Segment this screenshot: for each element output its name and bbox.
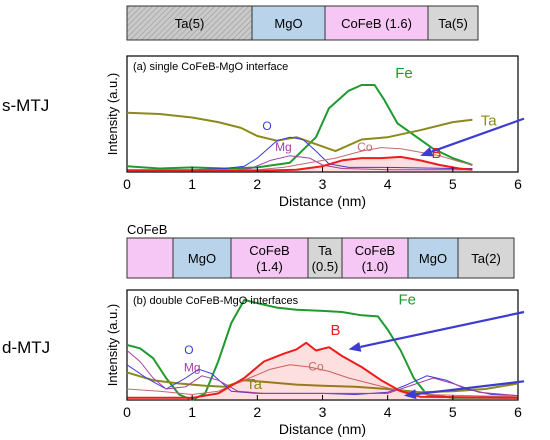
series-label-mg: Mg bbox=[275, 140, 292, 154]
stack-layer bbox=[172, 237, 232, 279]
x-tick-label: 5 bbox=[449, 404, 457, 420]
stack-layer-label: Ta bbox=[318, 243, 333, 258]
x-tick-label: 0 bbox=[123, 176, 131, 192]
x-tick-label: 1 bbox=[188, 404, 196, 420]
annotation-arrowhead bbox=[348, 342, 362, 352]
x-tick-label: 1 bbox=[188, 176, 196, 192]
series-label-b: B bbox=[331, 322, 341, 339]
x-tick-label: 2 bbox=[253, 404, 261, 420]
series-label-mg: Mg bbox=[184, 360, 201, 374]
series-line-mg bbox=[126, 350, 519, 397]
stack-layer-label: (1.0) bbox=[362, 259, 389, 274]
row-label-s-mtj: s-MTJ bbox=[2, 96, 50, 115]
stack-layer-label: MgO bbox=[274, 16, 302, 31]
stack-layer bbox=[324, 5, 429, 41]
series-label-o: O bbox=[262, 119, 271, 133]
series-line-b bbox=[127, 155, 473, 172]
annotation-arrow bbox=[415, 380, 525, 396]
x-tick-label: 5 bbox=[449, 176, 457, 192]
y-axis-label: Intensity (a.u.) bbox=[105, 73, 120, 155]
stack-layer-label: CoFeB bbox=[355, 243, 395, 258]
panel-title: (b) double CoFeB-MgO interfaces bbox=[133, 295, 299, 307]
series-label-fe: Fe bbox=[395, 65, 413, 82]
series-line-co bbox=[127, 147, 473, 171]
x-tick-label: 4 bbox=[384, 404, 392, 420]
series-line-ta bbox=[126, 111, 473, 153]
series-label-fe: Fe bbox=[398, 291, 416, 308]
stack-layer-label: (1.4) bbox=[256, 259, 283, 274]
annotation-arrowhead bbox=[420, 147, 434, 157]
series-line-o bbox=[127, 136, 473, 171]
x-tick-label: 4 bbox=[384, 176, 392, 192]
stack-layer-label: Ta(5) bbox=[175, 16, 205, 31]
stack-layer-label: CoFeB (1.6) bbox=[341, 16, 412, 31]
stack-layer-label: MgO bbox=[419, 251, 447, 266]
x-tick-label: 3 bbox=[319, 404, 327, 420]
annotation-arrow bbox=[360, 310, 525, 348]
stack-layer bbox=[230, 237, 309, 279]
series-label-ta: Ta bbox=[481, 113, 498, 130]
stack-layer bbox=[457, 237, 515, 279]
stack-caption: CoFeB bbox=[127, 222, 167, 237]
series-label-b: B bbox=[432, 145, 442, 162]
stack-layer-label: Ta(2) bbox=[471, 251, 501, 266]
chart-a: 0 1 2 3 4 5 6 Distance (nm) Intensity (a.u.) (a) … bbox=[105, 55, 525, 209]
series-b-area bbox=[127, 342, 518, 400]
y-axis-label: Intensity (a.u.) bbox=[105, 304, 120, 386]
panel-title: (a) single CoFeB-MgO interface bbox=[133, 61, 288, 73]
x-tick-label: 2 bbox=[253, 176, 261, 192]
plot-area bbox=[126, 55, 519, 173]
chart-b: 0 1 2 3 4 5 6 Distance (nm) Intensity (a.u.) (b) … bbox=[105, 289, 525, 437]
stack-layer-label: (0.5) bbox=[312, 259, 339, 274]
annotation-arrow bbox=[431, 117, 525, 153]
series-label-co: Co bbox=[308, 359, 324, 373]
stack-layer bbox=[407, 237, 459, 279]
series-label-ta: Ta bbox=[246, 376, 263, 393]
row-label-d-mtj: d-MTJ bbox=[2, 338, 51, 357]
x-axis-label: Distance (nm) bbox=[279, 193, 366, 209]
stack-layer bbox=[251, 5, 326, 41]
x-tick-label: 0 bbox=[123, 404, 131, 420]
stack-layer-label: MgO bbox=[188, 251, 216, 266]
stack-layer-label: CoFeB bbox=[249, 243, 289, 258]
x-tick-label: 3 bbox=[319, 176, 327, 192]
annotation-arrowhead bbox=[403, 389, 417, 400]
series-line-fe bbox=[126, 84, 473, 170]
x-axis-label: Distance (nm) bbox=[279, 421, 366, 437]
series-label-co: Co bbox=[357, 140, 373, 154]
series-line-b bbox=[127, 341, 519, 399]
series-label-o: O bbox=[184, 343, 193, 357]
series-b-area bbox=[127, 156, 473, 172]
stack-layer-label: Ta(5) bbox=[438, 16, 468, 31]
x-tick-label: 6 bbox=[514, 176, 522, 192]
stack-layer bbox=[126, 237, 174, 279]
series-line-fe bbox=[126, 298, 518, 401]
stack-layer bbox=[427, 5, 479, 41]
stack-layer bbox=[126, 5, 253, 41]
stack-top: Ta(5) MgO CoFeB (1.6) Ta(5) bbox=[126, 5, 479, 41]
x-tick-label: 6 bbox=[514, 404, 522, 420]
